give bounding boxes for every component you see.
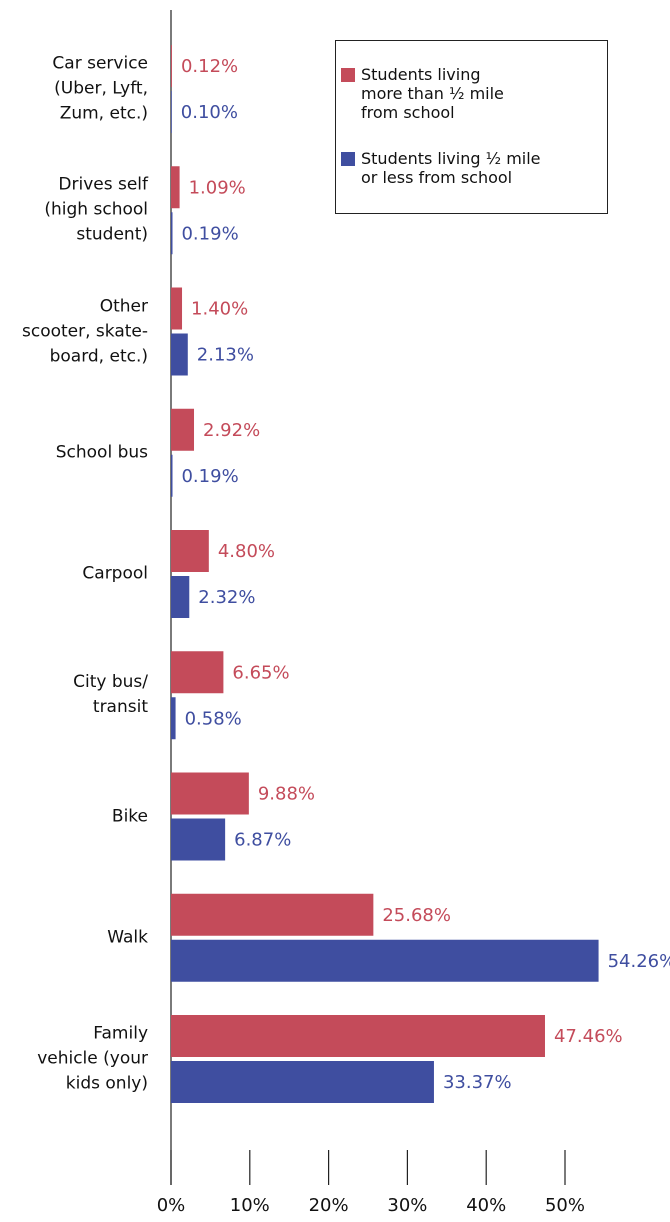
legend-swatch [341,152,355,166]
bar [171,697,176,740]
bar [171,212,173,255]
bar [171,818,226,861]
bar [171,651,224,694]
legend-entry: Students living more than ½ mile from sc… [341,65,504,122]
value-label: 0.19% [181,223,238,244]
y-tick-label: School bus [55,442,148,463]
bar [171,454,173,497]
value-label: 0.12% [181,56,238,77]
bar [171,1015,545,1057]
x-tick-label: 30% [387,1195,427,1216]
x-tick-label: 10% [230,1195,270,1216]
bar [171,287,183,330]
value-label: 2.13% [197,345,254,366]
value-label: 6.65% [232,662,289,683]
bar [171,91,172,133]
y-tick-label: Car service (Uber, Lyft, Zum, etc.) [52,53,148,124]
value-label: 2.92% [203,420,260,441]
value-label: 6.87% [234,830,291,851]
y-tick-label: Walk [107,927,148,948]
value-label: 1.40% [191,299,248,320]
bar [171,893,374,936]
legend: Students living more than ½ mile from sc… [335,40,608,214]
x-tick-label: 20% [309,1195,349,1216]
legend-entry: Students living ½ mile or less from scho… [341,149,541,187]
x-tick-label: 40% [466,1195,506,1216]
value-label: 25.68% [382,905,451,926]
x-tick-label: 50% [545,1195,585,1216]
value-label: 4.80% [218,541,275,562]
bar [171,333,188,376]
bar [171,408,195,451]
value-label: 33.37% [443,1072,512,1093]
y-tick-label: Drives self (high school student) [44,174,148,245]
value-label: 54.26% [608,951,670,972]
y-tick-label: Bike [111,806,148,826]
x-tick-label: 0% [157,1195,186,1216]
y-tick-label: Carpool [82,563,148,584]
value-label: 0.19% [181,466,238,487]
value-label: 1.09% [189,177,246,198]
y-tick-label: Other scooter, skate- board, etc.) [21,296,148,366]
bar [171,939,599,982]
value-label: 9.88% [258,784,315,805]
legend-swatch [341,68,355,82]
value-label: 2.32% [198,587,255,608]
bar [171,166,180,209]
bar [171,530,209,572]
y-tick-label: City bus/ transit [73,672,148,718]
value-label: 0.10% [181,102,238,123]
bar [171,1061,434,1103]
bar [171,772,249,815]
value-label: 47.46% [554,1026,623,1047]
bar [171,45,172,87]
value-label: 0.58% [185,708,242,729]
bar [171,576,190,618]
y-tick-label: Family vehicle (your kids only) [37,1023,148,1094]
